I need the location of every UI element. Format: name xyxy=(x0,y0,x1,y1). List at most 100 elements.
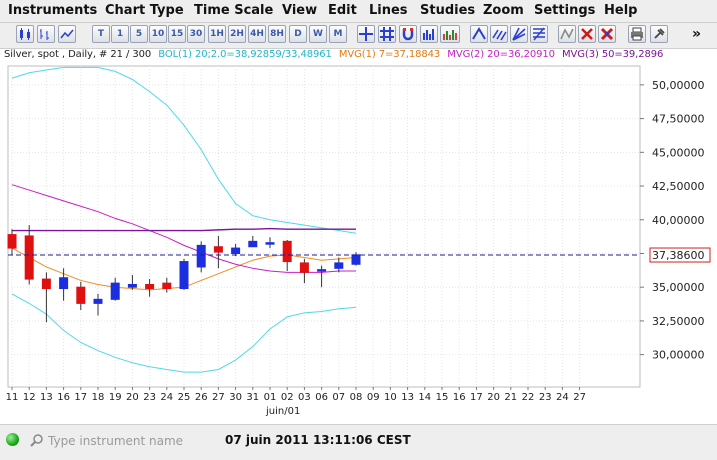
candlestick-chart-icon[interactable] xyxy=(16,25,34,43)
x-tick-label: 30 xyxy=(229,392,242,403)
timescale-2h-button[interactable]: 2H xyxy=(228,25,246,43)
menu-edit[interactable]: Edit xyxy=(328,3,357,18)
x-tick-label: 13 xyxy=(40,392,53,403)
x-tick-label: 11 xyxy=(6,392,19,403)
candle-up xyxy=(351,254,361,265)
fan-icon[interactable] xyxy=(510,25,528,43)
x-tick-label: 23 xyxy=(143,392,156,403)
delete-all-icon[interactable] xyxy=(598,25,616,43)
crosshair-icon[interactable] xyxy=(357,25,375,43)
menu-studies[interactable]: Studies xyxy=(420,3,476,18)
delete-object-icon[interactable] xyxy=(578,25,596,43)
timescale-4h-button[interactable]: 4H xyxy=(248,25,266,43)
candle-up xyxy=(93,298,103,304)
menu-lines[interactable]: Lines xyxy=(369,3,408,18)
bar-chart-icon[interactable] xyxy=(37,25,55,43)
timescale-1h-button[interactable]: 1H xyxy=(208,25,226,43)
candle-up xyxy=(334,262,344,269)
x-tick-label: 19 xyxy=(109,392,122,403)
histogram-icon[interactable] xyxy=(440,25,460,43)
candle-down xyxy=(41,278,51,290)
toolbar: T 1 5 10 15 30 1H 2H 4H 8H D W M xyxy=(0,23,717,49)
y-tick-label: 32,50000 xyxy=(652,315,705,328)
timescale-8h-button[interactable]: 8H xyxy=(268,25,286,43)
menu-time-scale[interactable]: Time Scale xyxy=(194,3,274,18)
menu-chart-type[interactable]: Chart Type xyxy=(105,3,184,18)
timescale-30-button[interactable]: 30 xyxy=(187,25,205,43)
y-tick-label: 30,00000 xyxy=(652,349,705,362)
menu-view[interactable]: View xyxy=(282,3,318,18)
y-tick-label: 42,50000 xyxy=(652,180,705,193)
line-chart-icon[interactable] xyxy=(58,25,76,43)
connection-status-icon xyxy=(6,433,19,446)
x-tick-label: 25 xyxy=(178,392,191,403)
y-tick-label: 40,00000 xyxy=(652,214,705,227)
candle-down xyxy=(282,240,292,263)
timescale-1-button[interactable]: 1 xyxy=(111,25,129,43)
x-tick-label: 08 xyxy=(350,392,363,403)
search-icon xyxy=(30,434,43,447)
x-sublabel: juin/01 xyxy=(265,406,300,417)
x-tick-label: 27 xyxy=(573,392,586,403)
channel-icon[interactable] xyxy=(490,25,508,43)
candle-down xyxy=(7,234,17,249)
instrument-search-input[interactable] xyxy=(46,431,200,451)
mvg3-line xyxy=(12,227,356,232)
grid-icon[interactable] xyxy=(378,25,396,43)
trendline-icon[interactable] xyxy=(470,25,488,43)
menu-help[interactable]: Help xyxy=(604,3,638,18)
x-tick-label: 13 xyxy=(401,392,414,403)
price-chart[interactable]: 50,00000 47,50000 45,00000 42,50000 40,00000… xyxy=(0,48,717,421)
candle-down xyxy=(24,235,34,280)
menu-settings[interactable]: Settings xyxy=(534,3,596,18)
x-tick-label: 18 xyxy=(92,392,105,403)
x-tick-label: 31 xyxy=(246,392,259,403)
menu-instruments[interactable]: Instruments xyxy=(8,3,98,18)
candle-up xyxy=(59,277,69,290)
timescale-15-button[interactable]: 15 xyxy=(168,25,186,43)
print-icon[interactable] xyxy=(628,25,646,43)
magnet-icon[interactable] xyxy=(399,25,417,43)
timescale-m-button[interactable]: M xyxy=(329,25,347,43)
y-tick-label: 45,00000 xyxy=(652,146,705,159)
current-price-label: 37,38600 xyxy=(652,249,705,262)
x-tick-label: 21 xyxy=(504,392,517,403)
pattern-icon[interactable] xyxy=(558,25,576,43)
candle-up xyxy=(179,261,189,290)
candle-up xyxy=(265,242,275,245)
bollinger-lower-line xyxy=(11,293,357,373)
x-tick-label: 20 xyxy=(126,392,139,403)
y-tick-label: 35,00000 xyxy=(652,281,705,294)
timescale-t-button[interactable]: T xyxy=(92,25,110,43)
x-tick-label: 01 xyxy=(264,392,277,403)
x-tick-label: 09 xyxy=(367,392,380,403)
candle-up xyxy=(110,282,120,300)
candle-down xyxy=(213,246,223,253)
pin-icon[interactable] xyxy=(650,25,668,43)
timescale-w-button[interactable]: W xyxy=(309,25,327,43)
status-bar: 07 juin 2011 13:11:06 CEST xyxy=(0,424,717,460)
mvg2-info[interactable]: MVG(2) 20=36,20910 xyxy=(447,49,555,60)
candle-down xyxy=(76,286,86,304)
x-tick-label: 16 xyxy=(453,392,466,403)
x-tick-label: 17 xyxy=(74,392,87,403)
x-tick-label: 17 xyxy=(470,392,483,403)
toolbar-overflow-icon[interactable]: » xyxy=(692,26,702,42)
timescale-d-button[interactable]: D xyxy=(289,25,307,43)
timescale-10-button[interactable]: 10 xyxy=(149,25,167,43)
candle-up xyxy=(317,269,327,272)
mvg3-info[interactable]: MVG(3) 50=39,2896 xyxy=(561,49,664,60)
menu-zoom[interactable]: Zoom xyxy=(483,3,524,18)
x-tick-label: 06 xyxy=(315,392,328,403)
timescale-5-button[interactable]: 5 xyxy=(130,25,148,43)
bollinger-info[interactable]: BOL(1) 20;2.0=38,92859/33,48961 xyxy=(158,49,332,60)
fibonacci-icon[interactable] xyxy=(530,25,548,43)
volume-icon[interactable] xyxy=(420,25,438,43)
x-tick-label: 20 xyxy=(487,392,500,403)
y-tick-label: 47,50000 xyxy=(652,113,705,126)
mvg1-info[interactable]: MVG(1) 7=37,18843 xyxy=(338,49,441,60)
candle-up xyxy=(248,240,258,248)
x-tick-label: 07 xyxy=(332,392,345,403)
instrument-info: Silver, spot , Daily, # 21 / 300 xyxy=(4,49,152,60)
x-tick-label: 27 xyxy=(212,392,225,403)
